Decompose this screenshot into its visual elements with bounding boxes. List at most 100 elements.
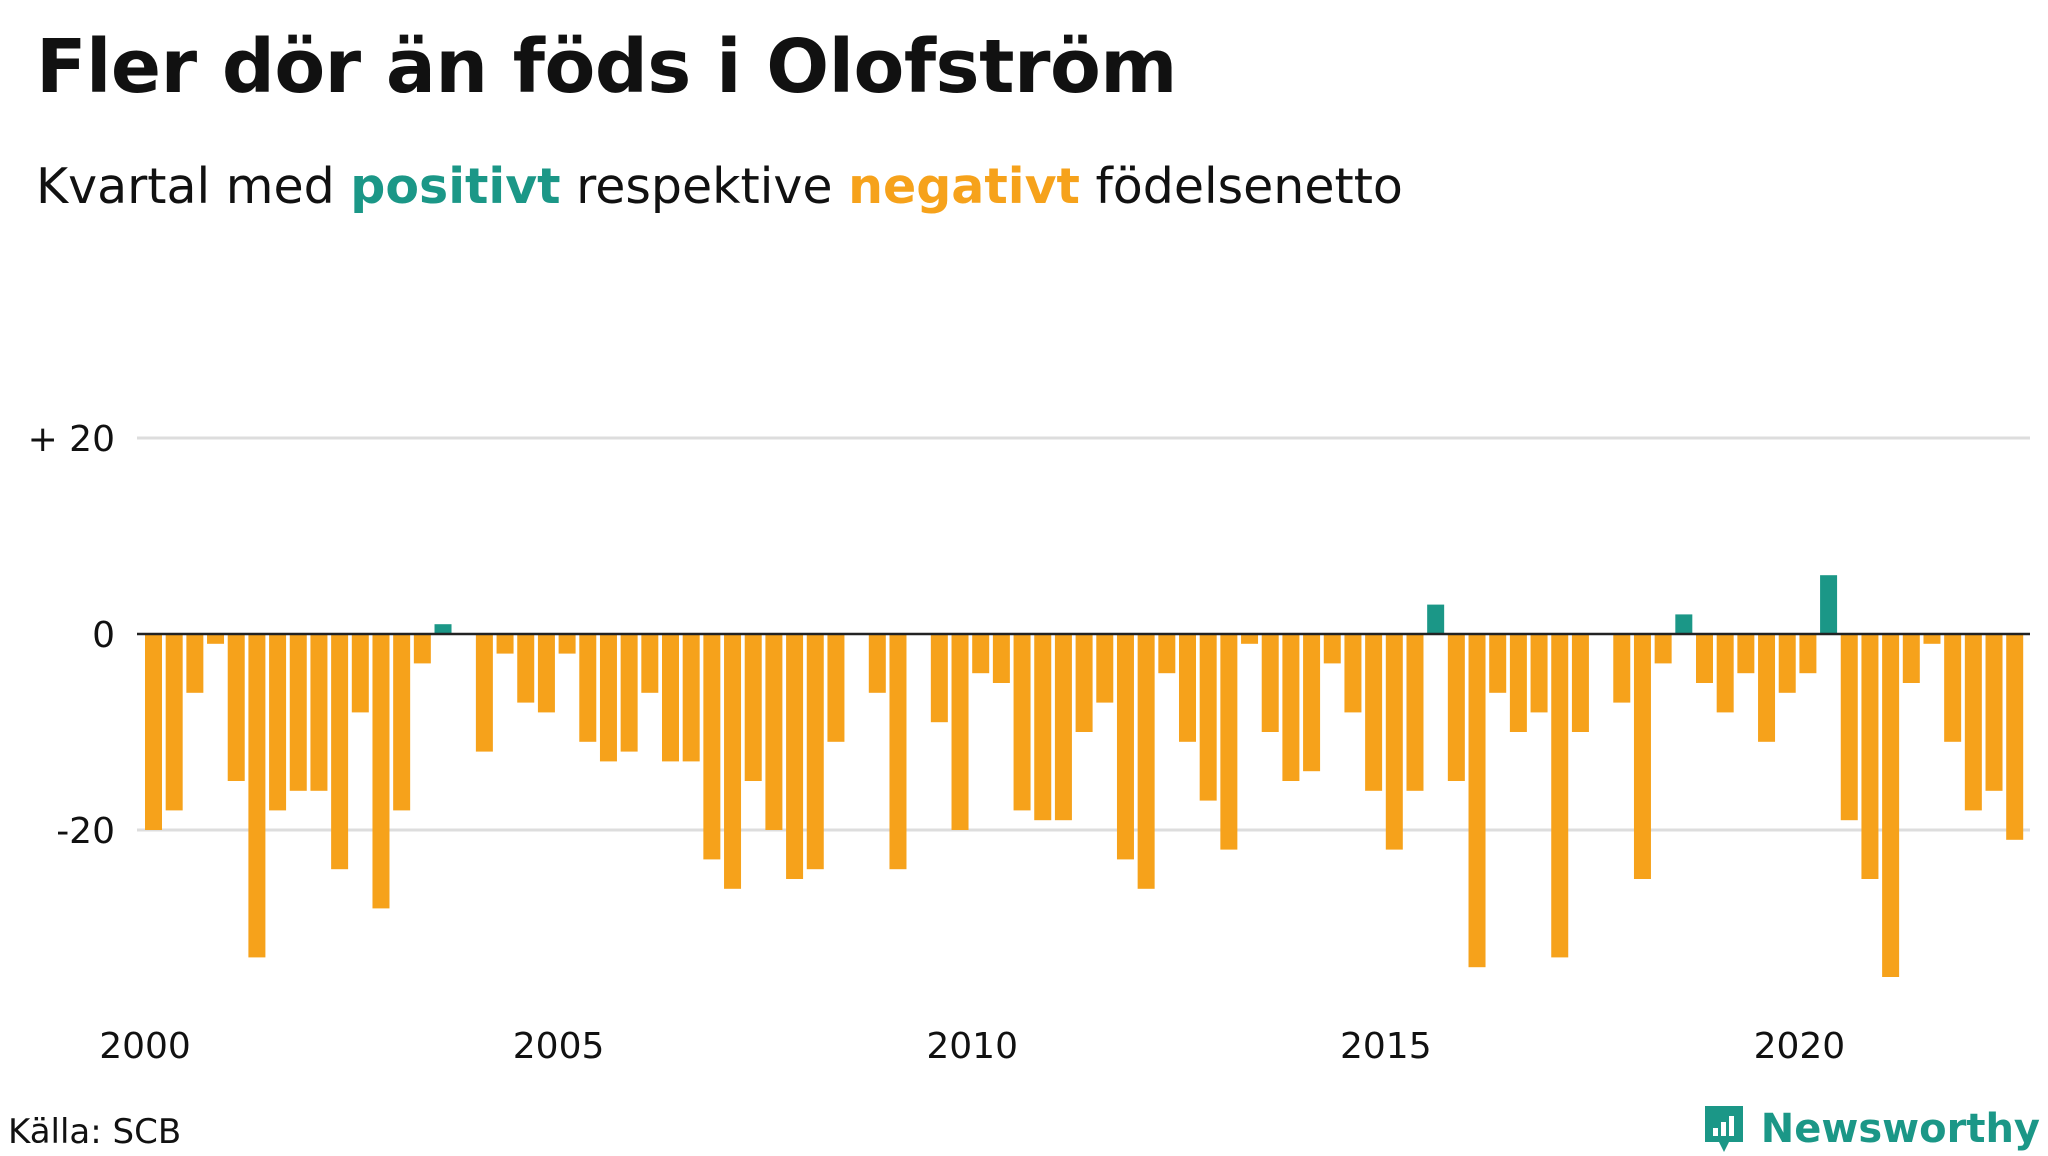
- bar: [1840, 634, 1858, 821]
- bar: [930, 634, 948, 723]
- bar: [558, 634, 576, 654]
- subtitle-prefix: Kvartal med: [36, 158, 351, 215]
- bar: [1427, 604, 1445, 634]
- x-tick-label: 2015: [1340, 1026, 1432, 1067]
- bar: [1220, 634, 1238, 850]
- bar: [372, 634, 390, 909]
- bar: [765, 634, 783, 830]
- bar: [1737, 634, 1755, 674]
- bar: [1447, 634, 1465, 781]
- bar: [1861, 634, 1879, 879]
- bar: [1633, 634, 1651, 879]
- bar: [1509, 634, 1527, 732]
- bar: [1716, 634, 1734, 713]
- bar: [889, 634, 907, 870]
- newsworthy-logo-icon: [1704, 1106, 1743, 1152]
- bar: [1985, 634, 2003, 791]
- bar: [1365, 634, 1383, 791]
- subtitle-positive: positivt: [350, 158, 561, 215]
- bar: [413, 634, 431, 664]
- bar-chart: + 20 0 -20 2000 2005 2010 2015 2020: [28, 419, 2030, 1067]
- bar: [599, 634, 617, 762]
- bar: [1571, 634, 1589, 732]
- bar: [331, 634, 349, 870]
- chart-subtitle: Kvartal med positivt respektive negativt…: [36, 158, 1403, 215]
- bar: [1179, 634, 1196, 742]
- bar: [1530, 634, 1548, 713]
- bar: [662, 634, 679, 762]
- bar: [475, 634, 493, 752]
- bar: [744, 634, 762, 781]
- bar: [537, 634, 555, 713]
- brand-logo: Newsworthy: [1701, 1102, 2040, 1156]
- brand-name: Newsworthy: [1760, 1106, 2040, 1152]
- bar: [393, 634, 411, 811]
- bar: [868, 634, 886, 693]
- bar: [1758, 634, 1776, 742]
- bar: [724, 634, 742, 889]
- bar: [1054, 634, 1072, 821]
- bar: [165, 634, 183, 811]
- bar: [1385, 634, 1403, 850]
- bar: [1654, 634, 1672, 664]
- x-tick-label: 2020: [1754, 1026, 1846, 1067]
- bar: [1799, 634, 1817, 674]
- bar: [1923, 634, 1941, 644]
- bar: [269, 634, 287, 811]
- bar: [1344, 634, 1362, 713]
- bar: [1778, 634, 1796, 693]
- bar: [186, 634, 204, 693]
- bar: [786, 634, 804, 879]
- bar: [1199, 634, 1217, 801]
- chart-title: Fler dör än föds i Olofström: [36, 24, 1177, 110]
- bar: [703, 634, 721, 860]
- bar: [496, 634, 514, 654]
- x-tick-label: 2010: [926, 1026, 1018, 1067]
- bar: [1820, 575, 1838, 634]
- bar: [1468, 634, 1486, 968]
- bar: [1882, 634, 1900, 977]
- bar: [1964, 634, 1982, 811]
- bar: [1944, 634, 1962, 742]
- bar: [951, 634, 969, 830]
- bar: [1116, 634, 1134, 860]
- y-tick-label: + 20: [28, 419, 115, 460]
- bar: [1096, 634, 1114, 703]
- bar: [1902, 634, 1920, 683]
- bar: [517, 634, 535, 703]
- bar: [310, 634, 328, 791]
- bar: [1696, 634, 1713, 683]
- bar: [1075, 634, 1093, 732]
- bar: [827, 634, 845, 742]
- bar: [248, 634, 266, 958]
- bar: [806, 634, 824, 870]
- bar: [641, 634, 659, 693]
- bar: [1675, 614, 1693, 634]
- bar: [1323, 634, 1341, 664]
- bar: [289, 634, 307, 791]
- bar: [1158, 634, 1176, 674]
- bar: [2006, 634, 2024, 840]
- bar: [972, 634, 990, 674]
- bar: [1551, 634, 1569, 958]
- bar: [992, 634, 1010, 683]
- x-tick-label: 2005: [513, 1026, 605, 1067]
- bar: [1034, 634, 1052, 821]
- bar: [1282, 634, 1300, 781]
- bar: [1303, 634, 1321, 772]
- source-note: Källa: SCB: [8, 1112, 182, 1152]
- bar: [351, 634, 369, 713]
- bar: [1241, 634, 1259, 644]
- bar: [620, 634, 638, 752]
- bar: [579, 634, 597, 742]
- bar: [227, 634, 245, 781]
- bar: [1613, 634, 1631, 703]
- bar: [434, 624, 452, 634]
- bar: [207, 634, 225, 644]
- bar: [1406, 634, 1424, 791]
- bar: [682, 634, 700, 762]
- subtitle-negative: negativt: [848, 158, 1080, 215]
- bar: [1137, 634, 1155, 889]
- bar: [1013, 634, 1031, 811]
- subtitle-suffix: födelsenetto: [1079, 158, 1403, 215]
